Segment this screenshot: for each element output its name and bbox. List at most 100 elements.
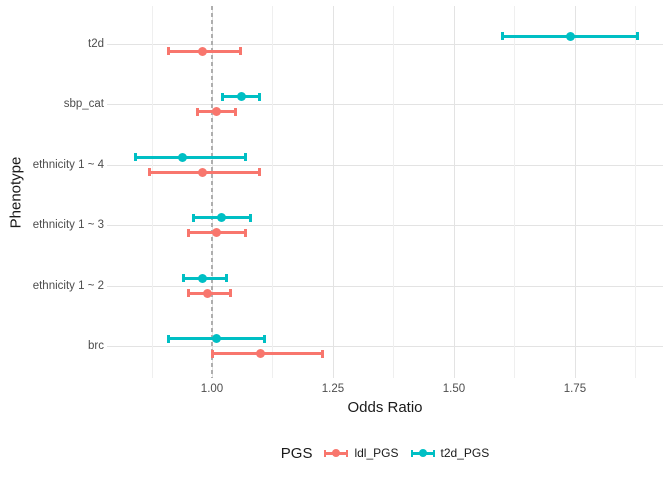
errorbar-line [182,276,227,280]
gridline-x-minor [151,6,153,378]
gridline-y-3 [107,225,663,226]
gridline-y-0 [107,43,663,45]
errorbar-cap-left [220,92,224,101]
legend-key-cap-right [346,449,349,457]
point-estimate-dot [217,213,227,222]
point-estimate-dot [212,107,222,116]
reference-line [211,6,213,378]
pointrange-key-icon [324,446,349,460]
gridline-y-5 [107,346,663,347]
gridline-x-minor [514,6,516,378]
pointrange-ldl_PGS-brc [107,6,663,378]
y-tick-label-1: sbp_cat [63,98,104,110]
legend-items: ldl_PGS t2d_PGS [324,446,489,460]
errorbar-cap-left [167,334,171,343]
errorbar-cap-left [196,107,200,116]
point-estimate-dot [212,228,222,237]
errorbar-cap-left [181,274,185,282]
pointrange-t2d_PGS-ethnicity1~2 [107,6,663,378]
pointrange-ldl_PGS-ethnicity1~4 [107,6,663,378]
point-estimate-dot [565,31,575,41]
legend-item-ldl_PGS: ldl_PGS [324,446,399,460]
legend-key-dot [418,449,427,457]
pointrange-t2d_PGS-ethnicity1~4 [107,6,663,378]
errorbar-cap-right [243,228,247,237]
gridline-x-minor [393,6,395,378]
errorbar-line [187,231,246,234]
pointrange-t2d_PGS-t2d [107,6,663,378]
point-estimate-dot [212,334,222,343]
gridline-x-major [332,6,334,378]
errorbar-line [221,95,261,98]
errorbar-line [192,216,251,219]
y-axis-labels: t2d sbp_cat ethnicity 1 ~ 4 ethnicity 1 ~ 3… [0,0,104,480]
pointrange-t2d_PGS-brc [107,6,663,378]
y-tick-label-4: ethnicity 1 ~ 2 [32,279,104,292]
errorbar-line [168,337,266,340]
errorbar-cap-left [186,289,190,297]
errorbar-cap-right [248,213,252,222]
errorbar-line [502,34,638,38]
errorbar-cap-right [243,153,247,161]
legend-key-dot [332,449,341,457]
errorbar-cap-right [234,107,238,116]
x-axis-title: Odds Ratio [347,399,423,416]
y-tick-label-0: t2d [88,37,104,50]
errorbar-line [212,352,324,355]
errorbar-cap-left [133,153,137,161]
gridline-y-2 [107,164,663,166]
point-estimate-dot [255,349,265,358]
y-tick-label-5: brc [88,340,104,352]
legend-title: PGS [280,444,313,462]
point-estimate-dot [197,46,207,56]
errorbar-cap-right [258,92,262,101]
errorbar-cap-right [258,168,262,176]
point-estimate-dot [197,273,207,283]
gridline-x-minor [635,6,637,378]
errorbar-line [168,49,242,53]
gridline-x-minor [272,6,274,378]
x-axis-tick-labels: 1.00 1.25 1.50 1.75 [107,383,663,397]
x-tick-label-1.50: 1.50 [442,383,466,395]
errorbar-cap-right [239,47,243,55]
gridline-y-1 [107,104,663,105]
point-estimate-dot [197,167,207,177]
pointrange-ldl_PGS-ethnicity1~2 [107,6,663,378]
legend-key-cap-left [324,449,327,457]
y-tick-label-3: ethnicity 1 ~ 3 [32,219,104,231]
legend-key-cap-right [432,449,435,457]
errorbar-cap-left [501,32,505,40]
legend-label: ldl_PGS [354,446,399,460]
legend-label: t2d_PGS [440,446,490,460]
pointrange-ldl_PGS-ethnicity1~3 [107,6,663,378]
errorbar-cap-right [263,334,267,343]
errorbar-cap-right [321,349,325,358]
x-tick-label-1.25: 1.25 [321,383,345,395]
gridline-x-major [453,6,455,378]
errorbar-cap-right [224,274,228,282]
errorbar-cap-right [229,289,233,297]
x-tick-label-1.00: 1.00 [200,383,224,395]
legend-item-t2d_PGS: t2d_PGS [410,446,490,460]
pointrange-t2d_PGS-ethnicity1~3 [107,6,663,378]
legend-key-cap-left [410,449,413,457]
x-tick-label-1.75: 1.75 [563,383,587,395]
errorbar-line [187,291,232,295]
point-estimate-dot [178,152,188,162]
gridline-y-4 [107,285,663,287]
errorbar-line [149,170,261,174]
errorbar-line [197,110,237,113]
pointrange-t2d_PGS-sbp_cat [107,6,663,378]
point-estimate-dot [236,92,246,101]
pointrange-ldl_PGS-sbp_cat [107,6,663,378]
y-tick-label-2: ethnicity 1 ~ 4 [32,158,104,171]
gridline-x-major [574,6,576,378]
errorbar-cap-left [186,228,190,237]
errorbar-cap-left [191,213,195,222]
pointrange-key-icon [410,446,435,460]
errorbar-cap-left [167,47,171,55]
legend: PGS ldl_PGS t2d_PGS [107,442,663,464]
pointrange-ldl_PGS-t2d [107,6,663,378]
plot-panel [107,6,663,378]
